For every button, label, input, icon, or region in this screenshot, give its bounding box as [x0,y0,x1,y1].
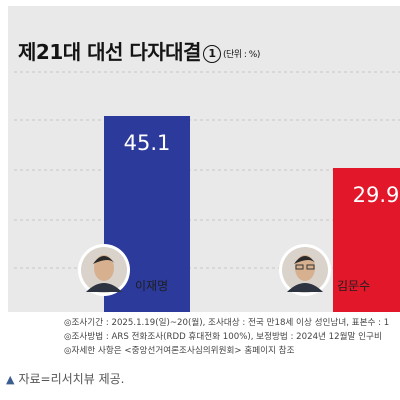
source-text: 자료=리서치뷰 제공. [18,372,125,386]
data-label: 29.9 [353,183,400,207]
note-line: ◎자세한 사항은 <중앙선거여론조사심의위원회> 홈페이지 참조 [64,346,295,356]
bar [333,168,400,312]
category-label: 김문수 [337,279,370,293]
data-label: 45.1 [124,131,171,155]
bar-chart: 45.1 29.9 이재명 김문수 [14,71,400,312]
person-portrait-icon [279,244,331,296]
source-caption: ▲ 자료=리서치뷰 제공. [6,370,124,387]
chart-title: 제21대 대선 다자대결 1 (단위 : %) [18,36,260,65]
chart-avatars: 이재명 김문수 [78,244,370,296]
chart-bars: 45.1 29.9 [104,116,400,312]
chart-title-text: 제21대 대선 다자대결 [18,40,201,64]
triangle-icon: ▲ [6,373,15,386]
title-number-badge: 1 [202,45,221,63]
chart-grid [14,71,400,269]
unit-label: (단위 : %) [222,50,260,60]
note-line: ◎조사방법 : ARS 전화조사(RDD 휴대전화 100%), 보정방법 : … [64,332,382,342]
survey-notes: ◎조사기간 : 2025.1.19(일)~20(월), 조사대상 : 전국 만1… [64,316,400,358]
category-label: 이재명 [135,279,168,293]
person-portrait-icon [78,244,130,296]
note-line: ◎조사기간 : 2025.1.19(일)~20(월), 조사대상 : 전국 만1… [64,318,390,328]
